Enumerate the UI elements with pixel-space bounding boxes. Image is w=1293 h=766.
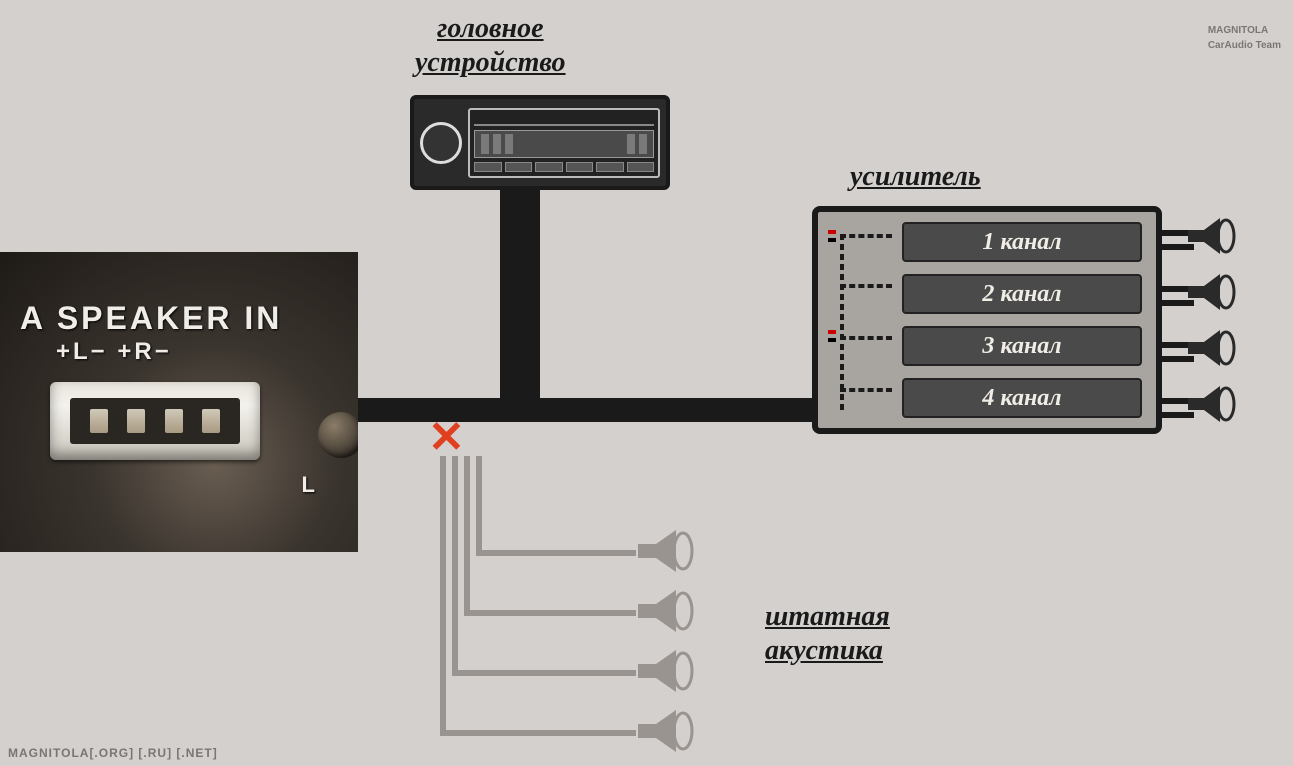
label-stock-speakers: штатнаяакустика [765,600,890,667]
photo-line1: A SPEAKER IN [20,300,282,337]
watermark-top: MAGNITOLA CarAudio Team [1208,8,1281,51]
speaker-icon-gray [636,588,696,634]
photo-line2: +L− +R− [56,338,172,366]
photo-speaker-in: A SPEAKER IN +L− +R− L [0,252,358,552]
speaker-icon [1186,384,1238,424]
watermark-sub: CarAudio Team [1208,40,1281,51]
stock-wire-v2 [452,456,458,676]
speaker-icon-gray [636,528,696,574]
stock-wire-h4 [440,730,636,736]
x-mark-icon: ✕ [428,420,464,456]
stock-wire-v4 [476,456,482,556]
amp-channel-1: 1 канал [902,222,1142,262]
stock-wire-h1 [476,550,636,556]
speaker-icon [1186,272,1238,312]
amp-channel-2: 2 канал [902,274,1142,314]
head-unit [410,95,670,190]
speaker-icon-gray [636,708,696,754]
watermark-brand: MAGNITOLA [1208,25,1268,36]
amplifier: 1 канал 2 канал 3 канал 4 канал [812,206,1162,434]
photo-corner-letter: L [302,472,318,498]
speaker-icon [1186,216,1238,256]
connector-socket [50,382,260,460]
head-unit-knob [420,122,462,164]
wire-bundle-vertical [500,190,540,420]
stock-wire-v1 [440,456,446,736]
wire-bundle-to-amp [500,398,820,422]
amp-channel-3: 3 канал [902,326,1142,366]
head-unit-face [468,108,660,178]
label-amplifier: усилитель [850,160,981,194]
stock-wire-h3 [452,670,636,676]
screw [318,412,358,458]
speaker-icon [1186,328,1238,368]
speaker-icon-gray [636,648,696,694]
stock-wire-v3 [464,456,470,616]
label-head-unit: головноеустройство [415,12,566,79]
stock-wire-h2 [464,610,636,616]
amp-channel-4: 4 канал [902,378,1142,418]
watermark-bottom: MAGNITOLA[.ORG] [.RU] [.NET] [8,746,218,760]
